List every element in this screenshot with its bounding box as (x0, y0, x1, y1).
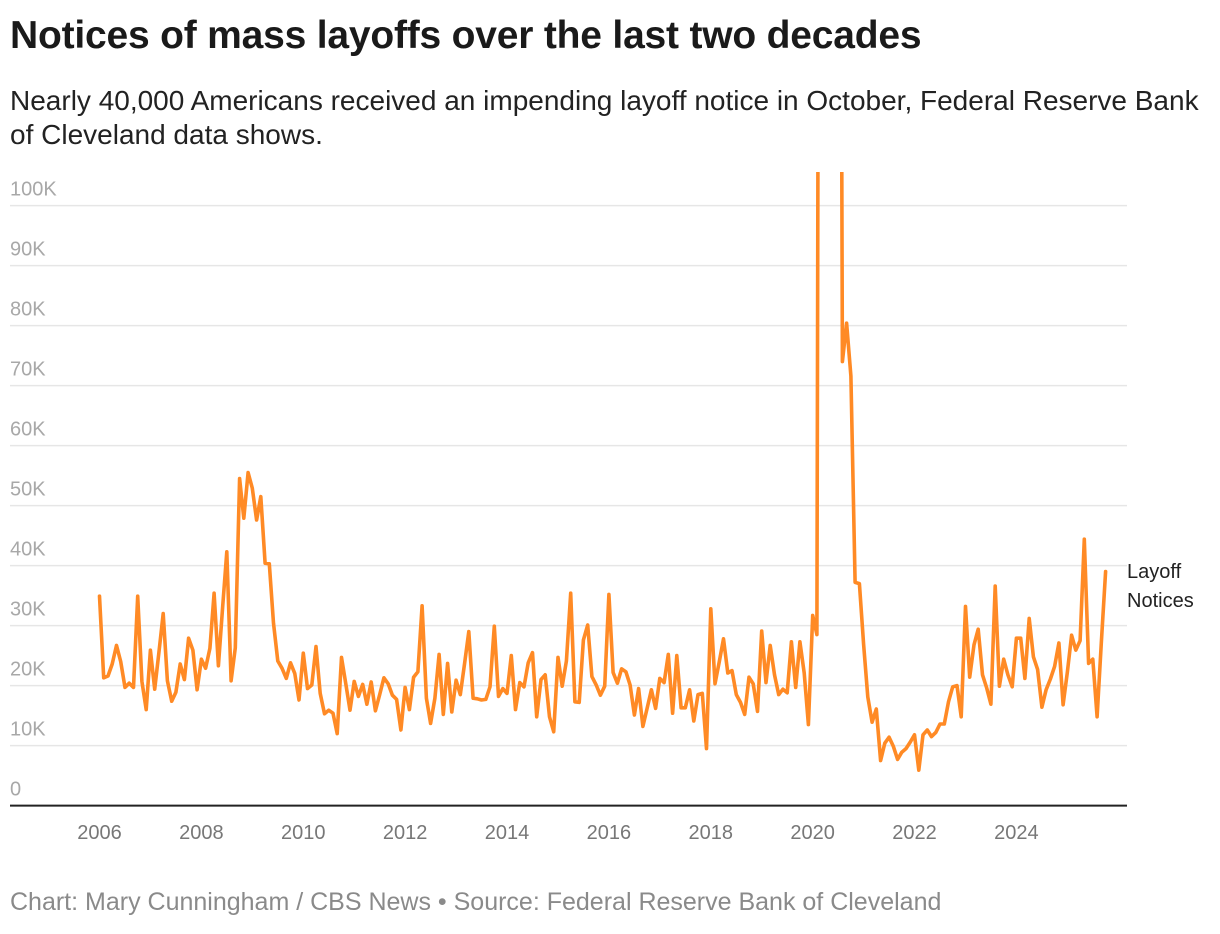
x-tick-label: 2024 (994, 822, 1039, 844)
y-tick-label: 50K (10, 479, 46, 501)
y-tick-label: 30K (10, 599, 46, 621)
x-tick-label: 2014 (485, 822, 530, 844)
y-axis-ticks: 0 10K 20K 30K 40K 50K 60K 70K 80K 90K 100K (10, 179, 57, 801)
y-tick-label: 40K (10, 539, 46, 561)
y-tick-label: 60K (10, 419, 46, 441)
y-tick-label: 80K (10, 299, 46, 321)
x-tick-label: 2008 (179, 822, 224, 844)
x-tick-label: 2010 (281, 822, 326, 844)
x-axis-ticks: 2006 2008 2010 2012 2014 2016 2018 2020 2022 2024 (77, 822, 1038, 844)
x-tick-label: 2012 (383, 822, 428, 844)
y-tick-label: 20K (10, 659, 46, 681)
series-label-line-1: Layoff (1127, 561, 1182, 583)
series-line-layoff-notices (97, 172, 1108, 772)
y-tick-label: 0 (10, 779, 21, 801)
chart-credit: Chart: Mary Cunningham / CBS News • Sour… (10, 888, 942, 916)
y-tick-label: 100K (10, 179, 57, 201)
series-label-line-2: Notices (1127, 590, 1194, 612)
x-tick-label: 2020 (790, 822, 835, 844)
y-tick-label: 70K (10, 359, 46, 381)
gridlines (10, 204, 1127, 747)
y-tick-label: 10K (10, 719, 46, 741)
x-tick-label: 2018 (689, 822, 734, 844)
chart-subtitle: Nearly 40,000 Americans received an impe… (10, 85, 1199, 150)
x-tick-label: 2022 (892, 822, 937, 844)
x-tick-label: 2016 (587, 822, 632, 844)
y-tick-label: 90K (10, 239, 46, 261)
chart-title: Notices of mass layoffs over the last tw… (10, 14, 922, 57)
x-tick-label: 2006 (77, 822, 122, 844)
